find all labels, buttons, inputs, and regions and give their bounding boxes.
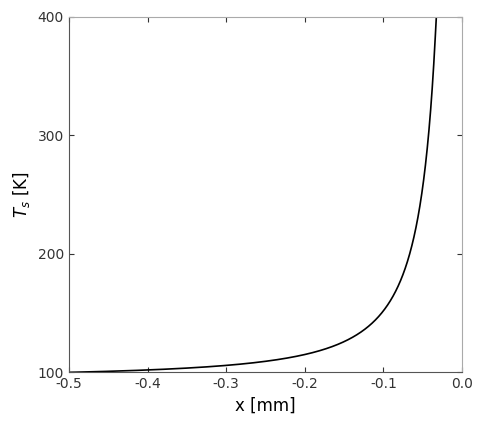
Y-axis label: $T_s$ [K]: $T_s$ [K]: [11, 171, 32, 218]
X-axis label: x [mm]: x [mm]: [235, 397, 296, 415]
